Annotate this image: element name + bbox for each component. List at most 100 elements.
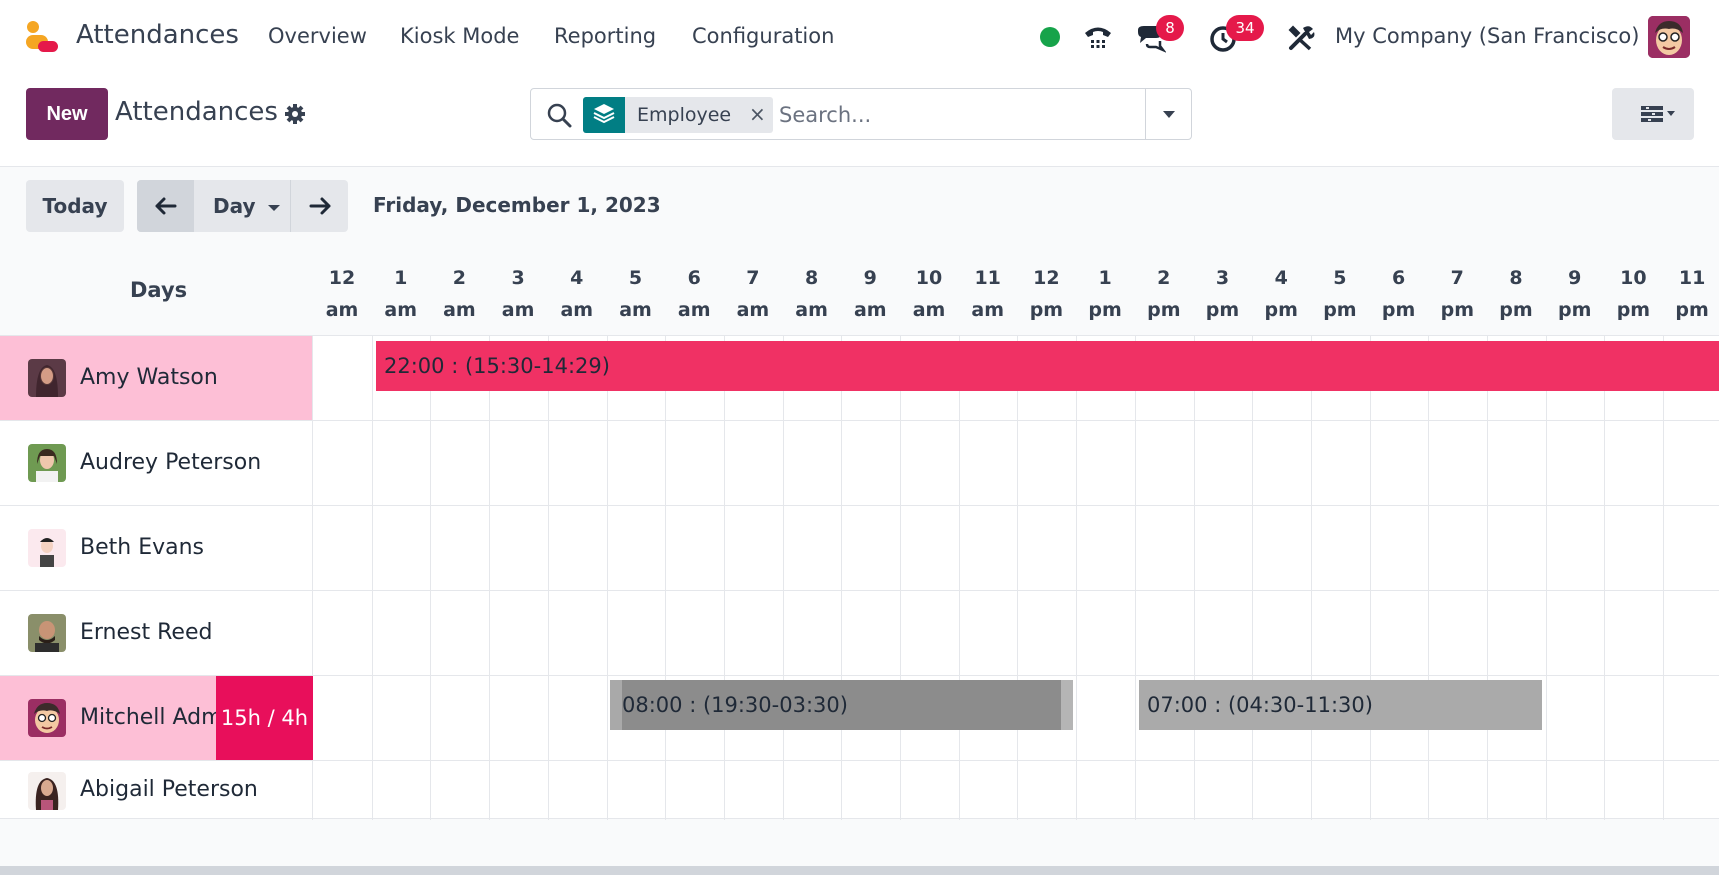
hour-label: 6 pm — [1370, 262, 1428, 326]
activities-count-badge: 34 — [1226, 15, 1264, 41]
attendances-app-icon[interactable] — [24, 20, 60, 54]
hour-number: 2 — [1157, 267, 1171, 289]
hour-number: 3 — [1215, 267, 1230, 289]
search-icon[interactable] — [546, 102, 572, 128]
hour-label: 10 pm — [1604, 262, 1662, 326]
facet-remove-icon[interactable]: × — [749, 102, 766, 126]
hour-number: 3 — [511, 267, 525, 289]
hour-gridline — [489, 336, 491, 820]
hour-label: 7 am — [724, 262, 782, 326]
hour-gridline — [1369, 336, 1371, 820]
row-header[interactable]: Beth Evans — [0, 506, 313, 590]
caret-down-icon — [267, 205, 280, 211]
employee-avatar — [28, 529, 66, 567]
app-name[interactable]: Attendances — [76, 20, 239, 50]
horizontal-scrollbar[interactable] — [0, 866, 1719, 875]
employee-avatar — [28, 614, 66, 652]
hour-period: pm — [1381, 299, 1416, 321]
hour-period: am — [853, 299, 887, 321]
hour-gridline — [900, 336, 901, 820]
scale-label: Day — [213, 194, 256, 218]
menu-configuration[interactable]: Configuration — [692, 24, 835, 48]
hour-number: 1 — [1098, 267, 1112, 289]
hour-period: pm — [1616, 299, 1651, 321]
hour-gridline — [1428, 336, 1430, 820]
row-header[interactable]: Ernest Reed — [0, 591, 313, 675]
menu-kiosk-mode[interactable]: Kiosk Mode — [400, 24, 520, 48]
date-navigation: Day — [137, 180, 348, 232]
search-options-toggle[interactable] — [1145, 89, 1191, 139]
today-button[interactable]: Today — [26, 180, 124, 232]
user-avatar[interactable] — [1648, 16, 1690, 58]
hour-number: 8 — [1509, 267, 1523, 289]
next-arrow-icon[interactable] — [290, 180, 348, 232]
employee-avatar — [28, 699, 66, 737]
hour-gridline — [1076, 336, 1078, 820]
hour-period: pm — [1205, 299, 1240, 321]
group-by-layers-icon — [583, 97, 625, 133]
row-header[interactable]: Abigail Peterson — [0, 761, 313, 820]
overtime-badge: 15h / 4h — [216, 676, 313, 760]
view-switcher-button[interactable] — [1612, 88, 1694, 140]
employee-name: Mitchell Adm — [80, 705, 223, 730]
hour-period: pm — [1675, 299, 1709, 321]
hour-gridline — [958, 336, 960, 820]
employee-name: Ernest Reed — [80, 620, 213, 645]
facet-label: Employee — [637, 104, 732, 126]
hour-number: 7 — [1450, 267, 1464, 289]
attendance-pill[interactable]: 08:00 : (19:30-03:30) — [610, 680, 1073, 730]
hour-gridline — [547, 336, 549, 820]
search-input[interactable] — [779, 99, 1129, 131]
hour-gridline — [1252, 336, 1254, 820]
hour-gridline — [1663, 336, 1665, 820]
attendance-pill[interactable]: 22:00 : (15:30-14:29) — [376, 341, 1719, 391]
presence-status-icon[interactable] — [1040, 27, 1060, 47]
menu-reporting[interactable]: Reporting — [554, 24, 657, 48]
hour-number: 12 — [1033, 267, 1060, 289]
hour-period: pm — [1557, 299, 1592, 321]
hour-gridline — [1487, 336, 1488, 820]
gear-icon[interactable] — [284, 103, 306, 125]
row-header[interactable]: Audrey Peterson — [0, 421, 313, 505]
hour-number: 8 — [804, 267, 819, 289]
employee-avatar — [28, 772, 66, 810]
hour-label: 4 am — [548, 262, 606, 326]
new-button[interactable]: New — [26, 88, 108, 140]
hour-number: 6 — [1391, 267, 1406, 289]
hour-label: 3 pm — [1194, 262, 1252, 326]
hour-label: 12 pm — [1017, 262, 1075, 326]
hour-gridline — [782, 336, 784, 820]
hour-number: 11 — [974, 267, 1001, 289]
row-header[interactable]: Mitchell Adm 15h / 4h — [0, 676, 313, 760]
phone-icon[interactable] — [1082, 22, 1114, 54]
menu-overview[interactable]: Overview — [268, 24, 367, 48]
hour-label: 11 am — [959, 262, 1017, 326]
company-switcher[interactable]: My Company (San Francisco) — [1335, 24, 1640, 48]
top-navbar: Attendances Overview Kiosk Mode Reportin… — [0, 0, 1719, 75]
hour-period: am — [501, 299, 535, 321]
previous-arrow-icon[interactable] — [137, 180, 194, 232]
hour-gridline — [1017, 336, 1019, 820]
hour-period: am — [795, 299, 828, 321]
row-header[interactable]: Amy Watson — [0, 336, 313, 420]
gantt-row: Audrey Peterson — [0, 421, 1719, 506]
hour-number: 10 — [1620, 267, 1647, 289]
hour-number: 12 — [328, 267, 356, 289]
hour-number: 5 — [628, 267, 643, 289]
hour-label: 11 pm — [1663, 262, 1719, 326]
hour-gridline — [841, 336, 843, 820]
messages-count-badge: 8 — [1156, 15, 1184, 41]
scale-dropdown[interactable]: Day — [195, 180, 289, 232]
hour-number: 9 — [1568, 267, 1582, 289]
hour-number: 10 — [915, 267, 943, 289]
rows-header: Days — [130, 278, 188, 302]
hour-period: am — [736, 299, 770, 321]
attendance-pill[interactable]: 07:00 : (04:30-11:30) — [1139, 680, 1542, 730]
hour-period: pm — [1088, 299, 1122, 321]
hour-period: am — [971, 299, 1004, 321]
hour-label: 9 am — [841, 262, 899, 326]
search-bar: Employee × — [530, 88, 1192, 140]
tools-icon[interactable] — [1285, 22, 1317, 54]
hour-label: 1 am — [372, 262, 430, 326]
hour-period: am — [384, 299, 417, 321]
